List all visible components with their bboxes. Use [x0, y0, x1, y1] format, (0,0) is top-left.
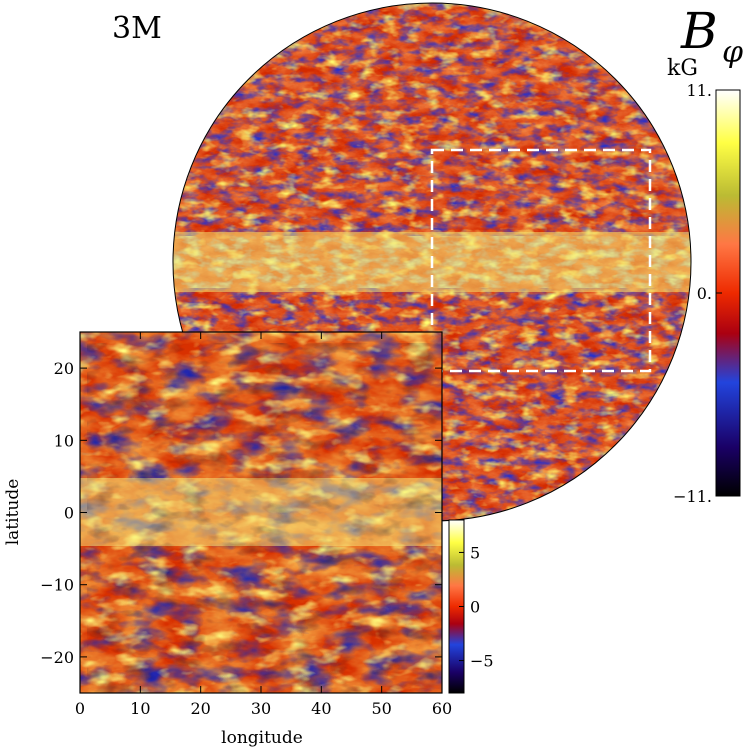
y-tick-label: 10	[54, 431, 74, 450]
y-tick-label: −20	[40, 648, 74, 667]
quantity-symbol: B	[680, 2, 718, 60]
zoom-colorbar-tick-label: −5	[470, 652, 494, 671]
zoom-heatmap	[80, 332, 442, 693]
zoom-colorbar-tick-label: 5	[470, 543, 480, 562]
run-label: 3M	[112, 11, 162, 46]
x-axis-label: longitude	[221, 728, 303, 748]
colorbar-tick-label: 11.	[687, 81, 712, 100]
zoom-colorbar: 5 0 −5	[448, 519, 494, 694]
colorbar-tick-label: 0.	[697, 284, 712, 303]
y-tick-label: −10	[40, 576, 74, 595]
y-tick-label: 20	[54, 359, 74, 378]
x-tick-label: 60	[432, 699, 452, 718]
x-tick-label: 20	[190, 699, 210, 718]
quantity-subscript: φ	[722, 35, 743, 70]
globe-colorbar: 11. 0. −11.	[673, 81, 741, 506]
zoom-colorbar-tick-label: 0	[470, 598, 480, 617]
zoom-axes: 0 10 20 30 40 50 60 20 10 0 −10 −20	[40, 332, 452, 718]
x-tick-label: 50	[371, 699, 391, 718]
y-tick-label: 0	[64, 504, 74, 523]
x-tick-label: 30	[251, 699, 271, 718]
y-axis-label: latitude	[3, 479, 23, 546]
unit-label: kG	[667, 56, 698, 81]
x-tick-label: 40	[311, 699, 331, 718]
colorbar-tick-label: −11.	[673, 487, 712, 506]
x-tick-label: 0	[75, 699, 85, 718]
zoom-region-box	[430, 148, 652, 373]
x-tick-label: 10	[130, 699, 150, 718]
